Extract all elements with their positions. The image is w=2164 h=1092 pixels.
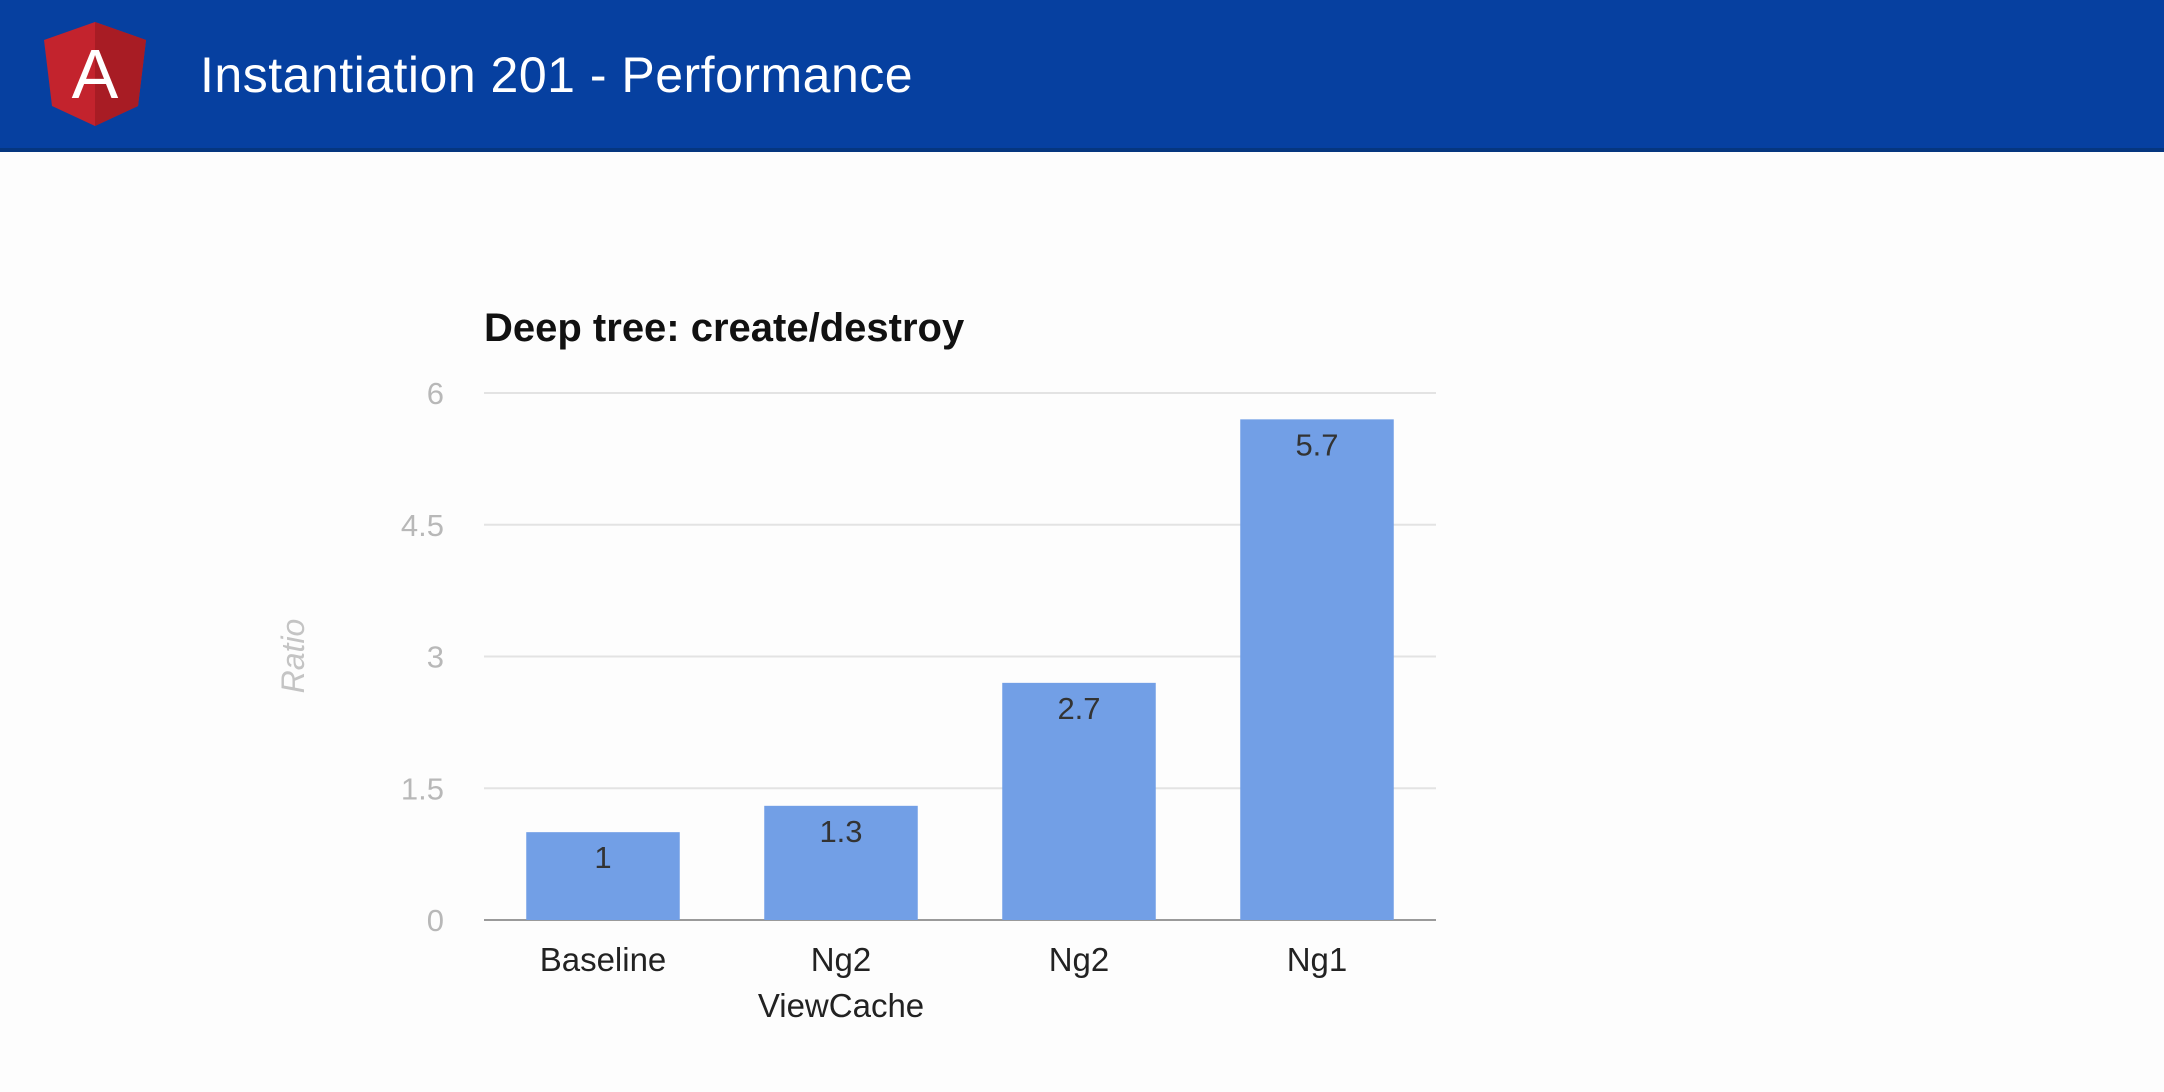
bar-chart: 0 1.5 3 4.5 6 1 Baseline 1.3 Ng2 ViewCache 2.7 Ng2 5… <box>275 306 1436 1024</box>
bar <box>1240 419 1394 920</box>
bar <box>526 832 680 920</box>
y-tick-label: 6 <box>427 376 444 411</box>
angular-logo-icon: A <box>44 22 146 126</box>
bar <box>764 805 918 920</box>
y-tick-label: 3 <box>427 640 444 675</box>
data-label: 2.7 <box>1057 691 1100 726</box>
x-tick-label: Ng1 <box>1287 941 1348 978</box>
y-axis-label: Ratio <box>275 619 311 694</box>
x-tick-label: Ng2 <box>1049 941 1110 978</box>
x-tick-label: Ng2 <box>811 941 872 978</box>
chart-title: Deep tree: create/destroy <box>484 306 965 350</box>
data-label: 1 <box>594 840 611 875</box>
header-bar: A Instantiation 201 - Performance <box>0 0 2164 152</box>
bar <box>1002 682 1156 920</box>
y-tick-label: 0 <box>427 903 444 938</box>
page-title: Instantiation 201 - Performance <box>200 47 914 103</box>
labels: 0 1.5 3 4.5 6 1 Baseline 1.3 Ng2 ViewCache 2.7 Ng2 5… <box>401 376 1347 1024</box>
x-tick-label: Baseline <box>540 941 667 978</box>
chart-area: 0 1.5 3 4.5 6 1 Baseline 1.3 Ng2 ViewCache 2.7 Ng2 5… <box>0 152 2164 1092</box>
y-tick-label: 1.5 <box>401 771 444 806</box>
data-label: 5.7 <box>1295 427 1338 462</box>
x-tick-label: ViewCache <box>758 987 924 1024</box>
data-label: 1.3 <box>819 814 862 849</box>
y-tick-label: 4.5 <box>401 508 444 543</box>
logo-letter: A <box>72 35 119 113</box>
bars <box>526 419 1394 920</box>
